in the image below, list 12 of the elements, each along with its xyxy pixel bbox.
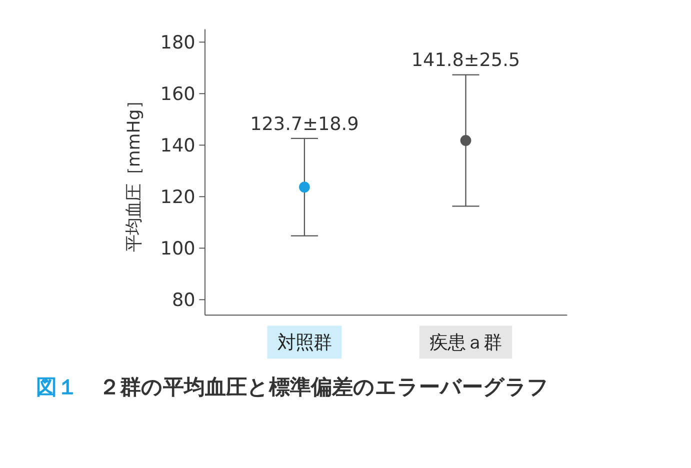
y-tick-label: 120 — [160, 187, 196, 208]
y-tick-label: 160 — [160, 84, 196, 106]
text: 図１ ２群の平均血圧と標準偏差のエラーバーグラフ — [36, 375, 549, 400]
y-tick-label: 180 — [160, 32, 196, 54]
x-tick-label: 対照群 — [277, 332, 332, 354]
annotation: 123.7±18.9 — [250, 114, 359, 135]
y-tick-label: 140 — [160, 136, 196, 157]
y-axis-title: 平均血圧［mmHg］ — [124, 92, 144, 252]
y-tick-label: 80 — [172, 290, 196, 312]
x-tick-label: 疾患ａ群 — [430, 332, 502, 354]
annotation: 141.8±25.5 — [411, 50, 520, 72]
y-tick-label: 100 — [160, 238, 196, 260]
